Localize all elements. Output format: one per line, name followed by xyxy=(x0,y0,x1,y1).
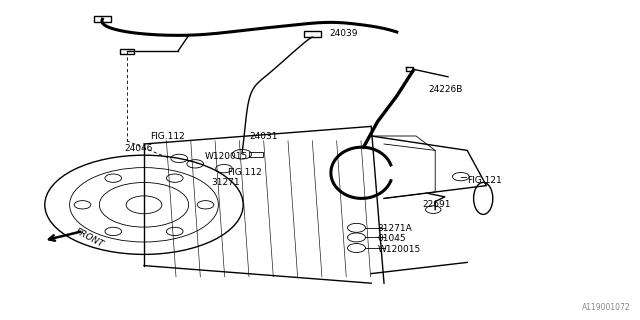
Text: FIG.121: FIG.121 xyxy=(467,176,502,185)
Bar xyxy=(249,152,263,157)
Text: FIG.112: FIG.112 xyxy=(227,168,262,177)
Text: 31271A: 31271A xyxy=(378,224,412,233)
Text: 31271: 31271 xyxy=(211,178,240,187)
Text: W120015: W120015 xyxy=(378,245,421,254)
Text: 01045: 01045 xyxy=(378,234,406,243)
Text: 24046: 24046 xyxy=(125,144,153,153)
Text: A119001072: A119001072 xyxy=(582,303,630,312)
Text: 22691: 22691 xyxy=(422,200,451,209)
Bar xyxy=(120,49,134,54)
Text: W120015: W120015 xyxy=(205,152,248,161)
Bar xyxy=(94,16,111,22)
Text: 24031: 24031 xyxy=(250,132,278,140)
Text: FIG.112: FIG.112 xyxy=(150,132,185,140)
Bar xyxy=(304,31,321,37)
Text: 24226B: 24226B xyxy=(429,85,463,94)
Text: FRONT: FRONT xyxy=(74,227,105,250)
Text: 24039: 24039 xyxy=(330,29,358,38)
